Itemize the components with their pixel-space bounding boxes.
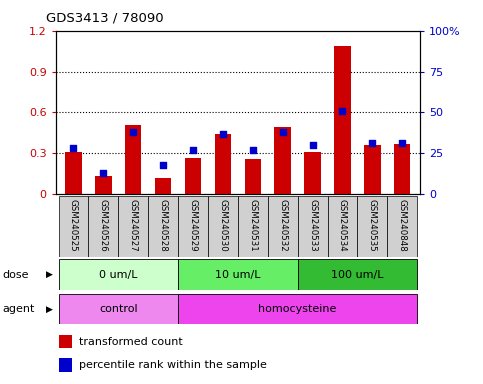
FancyBboxPatch shape	[148, 196, 178, 257]
FancyBboxPatch shape	[298, 259, 417, 290]
FancyBboxPatch shape	[178, 196, 208, 257]
Point	[398, 140, 406, 146]
FancyBboxPatch shape	[58, 196, 88, 257]
Text: homocysteine: homocysteine	[258, 304, 337, 314]
Text: GSM240530: GSM240530	[218, 199, 227, 252]
Text: agent: agent	[2, 304, 35, 314]
Text: GSM240529: GSM240529	[188, 199, 198, 252]
Bar	[215, 134, 231, 194]
FancyBboxPatch shape	[178, 259, 298, 290]
Point	[189, 147, 197, 153]
Text: GSM240533: GSM240533	[308, 199, 317, 252]
Text: GDS3413 / 78090: GDS3413 / 78090	[46, 12, 164, 25]
FancyBboxPatch shape	[208, 196, 238, 257]
Point	[309, 142, 316, 148]
Bar	[185, 158, 201, 194]
Bar	[274, 127, 291, 194]
FancyBboxPatch shape	[58, 259, 178, 290]
Text: GSM240534: GSM240534	[338, 199, 347, 252]
Bar	[59, 335, 72, 349]
Text: GSM240535: GSM240535	[368, 199, 377, 252]
Text: 100 um/L: 100 um/L	[331, 270, 384, 280]
Text: percentile rank within the sample: percentile rank within the sample	[79, 360, 267, 370]
Point	[369, 140, 376, 146]
FancyBboxPatch shape	[268, 196, 298, 257]
FancyBboxPatch shape	[118, 196, 148, 257]
Point	[219, 131, 227, 137]
Bar	[244, 159, 261, 194]
FancyBboxPatch shape	[178, 294, 417, 324]
FancyBboxPatch shape	[88, 196, 118, 257]
Point	[339, 108, 346, 114]
FancyBboxPatch shape	[298, 196, 327, 257]
Bar	[334, 46, 351, 194]
FancyBboxPatch shape	[58, 294, 178, 324]
Text: GSM240525: GSM240525	[69, 199, 78, 252]
Point	[99, 170, 107, 176]
Bar	[65, 152, 82, 194]
FancyBboxPatch shape	[238, 196, 268, 257]
Point	[70, 145, 77, 151]
FancyBboxPatch shape	[387, 196, 417, 257]
Text: ▶: ▶	[46, 270, 53, 279]
Text: 0 um/L: 0 um/L	[99, 270, 138, 280]
Text: GSM240848: GSM240848	[398, 199, 407, 252]
Bar	[95, 176, 112, 194]
Text: dose: dose	[2, 270, 29, 280]
Bar	[364, 145, 381, 194]
Text: GSM240526: GSM240526	[99, 199, 108, 252]
Text: GSM240531: GSM240531	[248, 199, 257, 252]
Point	[159, 162, 167, 168]
Text: GSM240532: GSM240532	[278, 199, 287, 252]
FancyBboxPatch shape	[327, 196, 357, 257]
Text: GSM240527: GSM240527	[129, 199, 138, 252]
Bar	[59, 358, 72, 372]
Bar	[125, 124, 142, 194]
Point	[279, 129, 286, 135]
Point	[129, 129, 137, 135]
Text: control: control	[99, 304, 138, 314]
Bar	[394, 144, 411, 194]
Text: ▶: ▶	[46, 305, 53, 314]
Text: GSM240528: GSM240528	[158, 199, 168, 252]
FancyBboxPatch shape	[357, 196, 387, 257]
Bar	[155, 178, 171, 194]
Point	[249, 147, 256, 153]
Text: 10 um/L: 10 um/L	[215, 270, 261, 280]
Bar	[304, 152, 321, 194]
Text: transformed count: transformed count	[79, 337, 183, 347]
